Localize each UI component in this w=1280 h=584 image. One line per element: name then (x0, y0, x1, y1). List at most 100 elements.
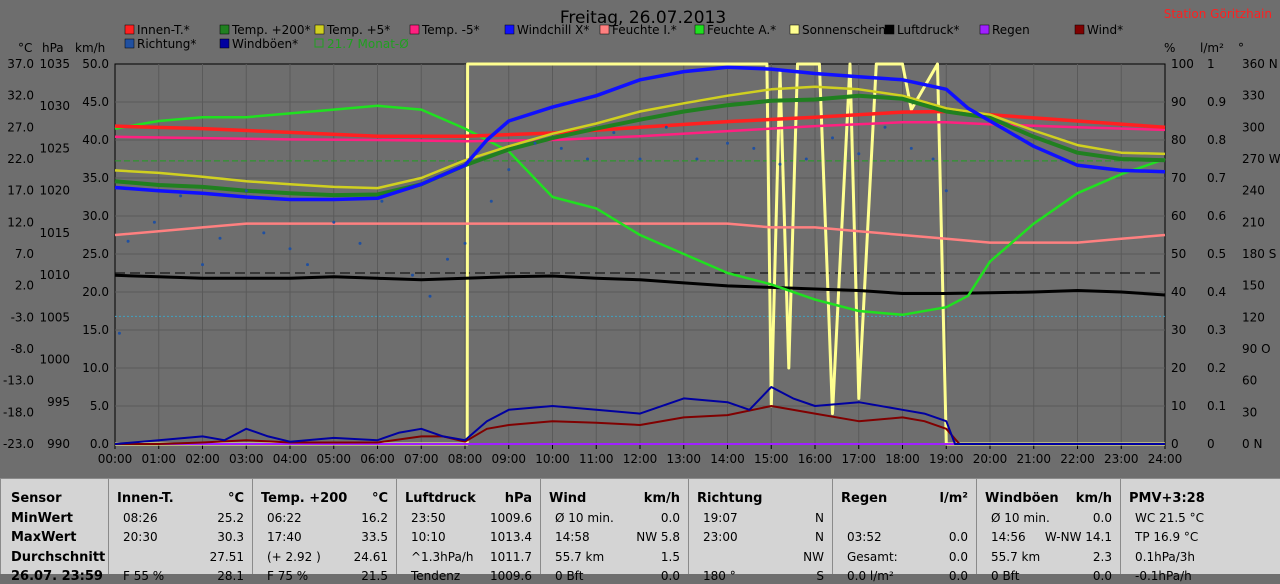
temp-tick-label: 12.0 (7, 215, 34, 229)
humidity-tick-label: 100 (1171, 57, 1194, 71)
direction-tick-label: 300 (1242, 120, 1265, 134)
direction-point (288, 247, 292, 251)
x-tick-label: 00:00 (98, 452, 133, 466)
pressure-tick-label: 1000 (39, 353, 70, 367)
stats-column-title: PMV+3:28 (1129, 491, 1205, 506)
unit-hpa: hPa (42, 41, 64, 55)
legend-swatch (1074, 24, 1085, 35)
x-tick-label: 22:00 (1060, 452, 1095, 466)
temp-tick-label: 27.0 (7, 120, 34, 134)
stats-panel: Sensor MinWert MaxWert Durchschnitt 26.0… (0, 478, 1280, 584)
x-tick-label: 09:00 (491, 452, 526, 466)
legend-swatch (124, 24, 135, 35)
rain-tick-label: 0.2 (1207, 361, 1226, 375)
series-line (114, 121, 1166, 143)
pressure-tick-label: 1035 (39, 57, 70, 71)
unit-celsius: °C (18, 41, 32, 55)
legend-label: Windchill X* (517, 23, 589, 37)
x-tick-label: 23:00 (1104, 452, 1139, 466)
direction-tick-label: 30 (1242, 405, 1257, 419)
x-tick-label: 12:00 (623, 452, 658, 466)
wind-tick-label: 50.0 (82, 57, 109, 71)
stats-column-title: Windböen (985, 491, 1059, 506)
x-tick-label: 19:00 (929, 452, 964, 466)
stats-cell-label: 180 ° (703, 569, 736, 583)
stats-cell-value: 1009.6 (490, 511, 532, 525)
stats-column: Temp. +200 °C 06:22 16.2 17:40 33.5 (+ 2.92 ) 2… (252, 478, 396, 583)
direction-tick-label: 150 (1242, 279, 1265, 293)
row-label-maxwert: MaxWert (11, 530, 77, 545)
unit-percent: % (1164, 41, 1175, 55)
stats-column-unit: km/h (643, 491, 680, 506)
stats-cell-label: 0 Bft (555, 569, 584, 583)
direction-point (218, 236, 222, 240)
temp-tick-label: -8.0 (11, 342, 34, 356)
stats-column-unit: hPa (504, 491, 532, 506)
direction-point (726, 141, 729, 145)
stats-column-title: Temp. +200 (261, 491, 348, 506)
legend-label: Temp. +200* (231, 23, 311, 37)
stats-cell-label: Gesamt: (847, 550, 898, 564)
temp-tick-label: -3.0 (11, 310, 34, 324)
direction-point (179, 194, 183, 198)
stats-cell-label: WC 21.5 °C (1135, 511, 1204, 525)
direction-tick-label: 360 N (1242, 57, 1278, 71)
stats-cell-value: 16.2 (361, 511, 388, 525)
direction-point (428, 294, 432, 298)
humidity-tick-label: 30 (1171, 323, 1186, 337)
legend-label: Sonnenschein (802, 23, 886, 37)
rain-tick-label: 0.4 (1207, 285, 1226, 299)
stats-cell-label: 55.7 km (991, 550, 1041, 564)
stats-cell-value: 0.0 (660, 569, 680, 583)
direction-point (332, 220, 336, 224)
direction-tick-label: 120 (1242, 310, 1265, 324)
rain-tick-label: 0.6 (1207, 209, 1226, 223)
stats-column-title: Luftdruck (405, 491, 476, 506)
legend-label: Regen (992, 23, 1030, 37)
direction-point (944, 189, 948, 193)
direction-tick-label: 330 (1242, 89, 1265, 103)
stats-cell-label: 0.1hPa/3h (1135, 550, 1196, 564)
humidity-tick-label: 0 (1171, 437, 1179, 451)
direction-point (201, 263, 204, 267)
temp-tick-label: 7.0 (15, 247, 34, 261)
stats-cell-label: F 55 % (123, 569, 165, 583)
direction-point (612, 131, 616, 135)
direction-tick-label: 90 O (1242, 342, 1271, 356)
stats-column-title: Richtung (697, 491, 763, 506)
rain-tick-label: 0.7 (1207, 171, 1226, 185)
rain-tick-label: 0.5 (1207, 247, 1226, 261)
stats-cell-label: TP 16.9 °C (1135, 530, 1199, 544)
temp-tick-label: -18.0 (3, 405, 34, 419)
stats-cell-value: 25.2 (217, 511, 244, 525)
pressure-tick-label: 1025 (39, 141, 70, 155)
direction-tick-label: 240 (1242, 184, 1265, 198)
humidity-tick-label: 50 (1171, 247, 1186, 261)
wind-tick-label: 30.0 (82, 209, 109, 223)
temp-tick-label: -23.0 (3, 437, 34, 451)
x-tick-label: 16:00 (798, 452, 833, 466)
legend-swatch (599, 24, 610, 35)
direction-point (664, 125, 668, 129)
x-tick-label: 14:00 (710, 452, 745, 466)
series-line (114, 273, 1166, 297)
stats-column: Richtung 19:07 N 23:00 N NW 180 ° S (688, 478, 832, 583)
direction-point (931, 157, 935, 161)
pressure-tick-label: 1010 (39, 268, 70, 282)
wind-tick-label: 20.0 (82, 285, 109, 299)
temp-tick-label: 17.0 (7, 184, 34, 198)
stats-column-unit: km/h (1075, 491, 1112, 506)
direction-point (559, 146, 563, 150)
direction-point (507, 168, 511, 172)
stats-cell-value: S (816, 569, 824, 583)
temp-tick-label: 37.0 (7, 57, 34, 71)
stats-column: Luftdruck hPa 23:50 1009.6 10:10 1013.4 ^1.3hP… (396, 478, 540, 583)
legend-label: Luftdruck* (897, 23, 960, 37)
legend-swatch (219, 38, 230, 49)
direction-point (358, 241, 362, 245)
stats-cell-label: -0.1hPa/h (1135, 569, 1192, 583)
pressure-tick-label: 1015 (39, 226, 70, 240)
stats-column: Wind km/h Ø 10 min. 0.0 14:58 NW 5.8 55.7 km 1.… (540, 478, 688, 583)
stats-column-title: Wind (549, 491, 587, 506)
direction-point (262, 231, 266, 235)
